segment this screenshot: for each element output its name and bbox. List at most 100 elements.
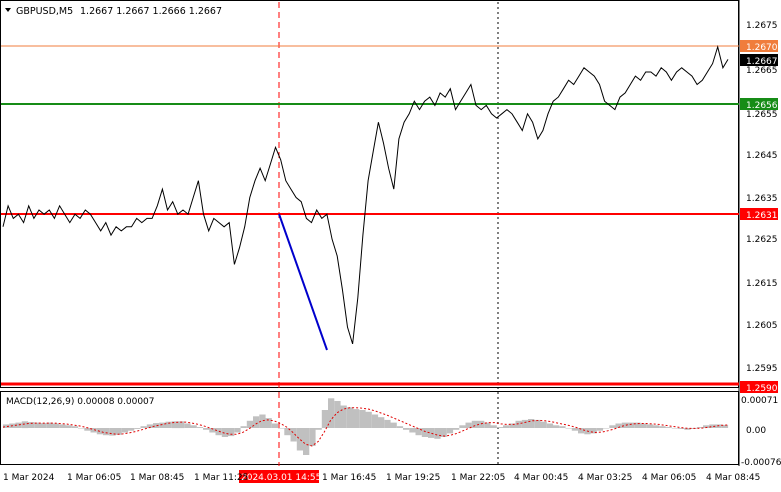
price-tick: 1.2645 bbox=[746, 151, 778, 161]
svg-text:1.2656: 1.2656 bbox=[746, 101, 778, 111]
time-tick: 4 Mar 08:45 bbox=[706, 473, 760, 483]
macd-bar bbox=[203, 428, 210, 430]
macd-bar bbox=[284, 428, 291, 436]
level-label-1-2631: 1.2631 bbox=[740, 208, 778, 221]
macd-bar bbox=[146, 424, 154, 428]
macd-bar bbox=[578, 428, 585, 434]
macd-bar bbox=[546, 423, 554, 428]
time-tick: 1 Mar 06:05 bbox=[67, 473, 121, 483]
price-tick: 1.2635 bbox=[746, 194, 778, 204]
macd-bar bbox=[28, 422, 35, 428]
macd-bar bbox=[278, 428, 285, 429]
macd-bar bbox=[328, 398, 335, 428]
price-tick: 1.2625 bbox=[746, 235, 778, 245]
macd-bar bbox=[509, 423, 516, 428]
macd-signal-line bbox=[2, 407, 729, 447]
macd-label: MACD(12,26,9) 0.00008 0.00007 bbox=[6, 397, 155, 407]
time-tick: 1 Mar 2024 bbox=[3, 473, 55, 483]
macd-bar bbox=[84, 428, 91, 431]
macd-bar bbox=[478, 420, 485, 428]
macd-bar bbox=[671, 428, 679, 429]
macd-bar bbox=[121, 428, 129, 433]
macd-bar bbox=[390, 422, 397, 428]
price-tick: 1.2675 bbox=[746, 21, 778, 31]
macd-bar bbox=[15, 422, 22, 428]
macd-bar bbox=[134, 428, 141, 429]
macd-bar bbox=[265, 418, 272, 428]
macd-bar bbox=[178, 421, 185, 429]
macd-bar bbox=[709, 424, 716, 428]
macd-bar bbox=[421, 428, 429, 437]
time-tick: 1 Mar 08:45 bbox=[130, 473, 184, 483]
macd-bar bbox=[465, 422, 472, 428]
macd-bar bbox=[109, 428, 116, 436]
macd-bar bbox=[446, 428, 454, 434]
price-tick: 1.2665 bbox=[746, 66, 778, 76]
macd-bar bbox=[346, 407, 354, 428]
macd-bar bbox=[640, 423, 647, 428]
trend-line[interactable] bbox=[278, 213, 328, 351]
macd-bar bbox=[703, 425, 710, 428]
macd-bar bbox=[665, 427, 672, 428]
macd-bar bbox=[340, 405, 347, 428]
price-tick: 1.2605 bbox=[746, 321, 778, 331]
macd-bar bbox=[609, 425, 616, 428]
macd-bar bbox=[528, 419, 535, 428]
time-tick: 1 Mar 16:45 bbox=[322, 473, 376, 483]
time-axis: 2024.03.01 14:55 1 Mar 2024 1 Mar 06:05 … bbox=[3, 470, 760, 483]
macd-bar bbox=[721, 424, 729, 428]
macd-bar bbox=[553, 425, 560, 428]
macd-bar bbox=[228, 428, 235, 437]
macd-bar bbox=[215, 428, 222, 436]
macd-bar bbox=[140, 426, 147, 428]
macd-bar bbox=[221, 428, 229, 437]
macd-bar bbox=[403, 428, 410, 430]
time-tick: 1 Mar 19:25 bbox=[386, 473, 440, 483]
dropdown-triangle-icon[interactable] bbox=[5, 8, 11, 12]
macd-bar bbox=[303, 428, 310, 455]
macd-bar bbox=[359, 410, 366, 428]
macd-bar bbox=[540, 421, 547, 428]
macd-bar bbox=[596, 428, 604, 431]
macd-bar bbox=[271, 423, 279, 428]
macd-bar bbox=[415, 428, 422, 436]
svg-text:1.2590: 1.2590 bbox=[746, 384, 778, 394]
symbol-label: GBPUSD,M5 bbox=[16, 6, 73, 17]
macd-tick: 0.00 bbox=[746, 426, 766, 436]
macd-bar bbox=[490, 425, 497, 428]
macd-bar bbox=[365, 411, 372, 428]
macd-bar bbox=[3, 424, 10, 428]
price-tick: 1.2595 bbox=[746, 364, 778, 374]
macd-bar bbox=[696, 427, 704, 428]
macd-bar bbox=[440, 428, 447, 437]
time-tick: 1 Mar 22:05 bbox=[451, 473, 505, 483]
macd-bar bbox=[503, 425, 510, 428]
macd-bar bbox=[428, 428, 435, 438]
macd-bar bbox=[571, 428, 579, 431]
macd-bar bbox=[46, 422, 54, 428]
macd-bar bbox=[653, 425, 660, 428]
macd-bar bbox=[59, 424, 66, 428]
macd-bar bbox=[153, 423, 160, 428]
macd-bar bbox=[459, 425, 466, 428]
macd-tick: -0.00076 bbox=[741, 458, 781, 468]
macd-bar bbox=[378, 417, 385, 428]
time-tick: 4 Mar 06:05 bbox=[642, 473, 696, 483]
macd-bar bbox=[453, 428, 460, 430]
macd-bar bbox=[590, 428, 597, 434]
macd-bar bbox=[165, 421, 172, 428]
macd-bar bbox=[521, 419, 529, 428]
macd-bar bbox=[471, 420, 479, 428]
macd-bar bbox=[234, 428, 241, 433]
svg-text:1.2631: 1.2631 bbox=[746, 211, 778, 221]
macd-bar bbox=[396, 426, 404, 428]
macd-bar bbox=[53, 423, 60, 428]
svg-text:1.2670: 1.2670 bbox=[746, 43, 778, 53]
macd-bar bbox=[628, 422, 635, 428]
macd-bar bbox=[684, 428, 691, 430]
macd-bar bbox=[496, 427, 504, 428]
svg-text:1.2667: 1.2667 bbox=[746, 57, 778, 67]
macd-bar bbox=[559, 426, 566, 428]
macd-bar bbox=[296, 428, 304, 451]
